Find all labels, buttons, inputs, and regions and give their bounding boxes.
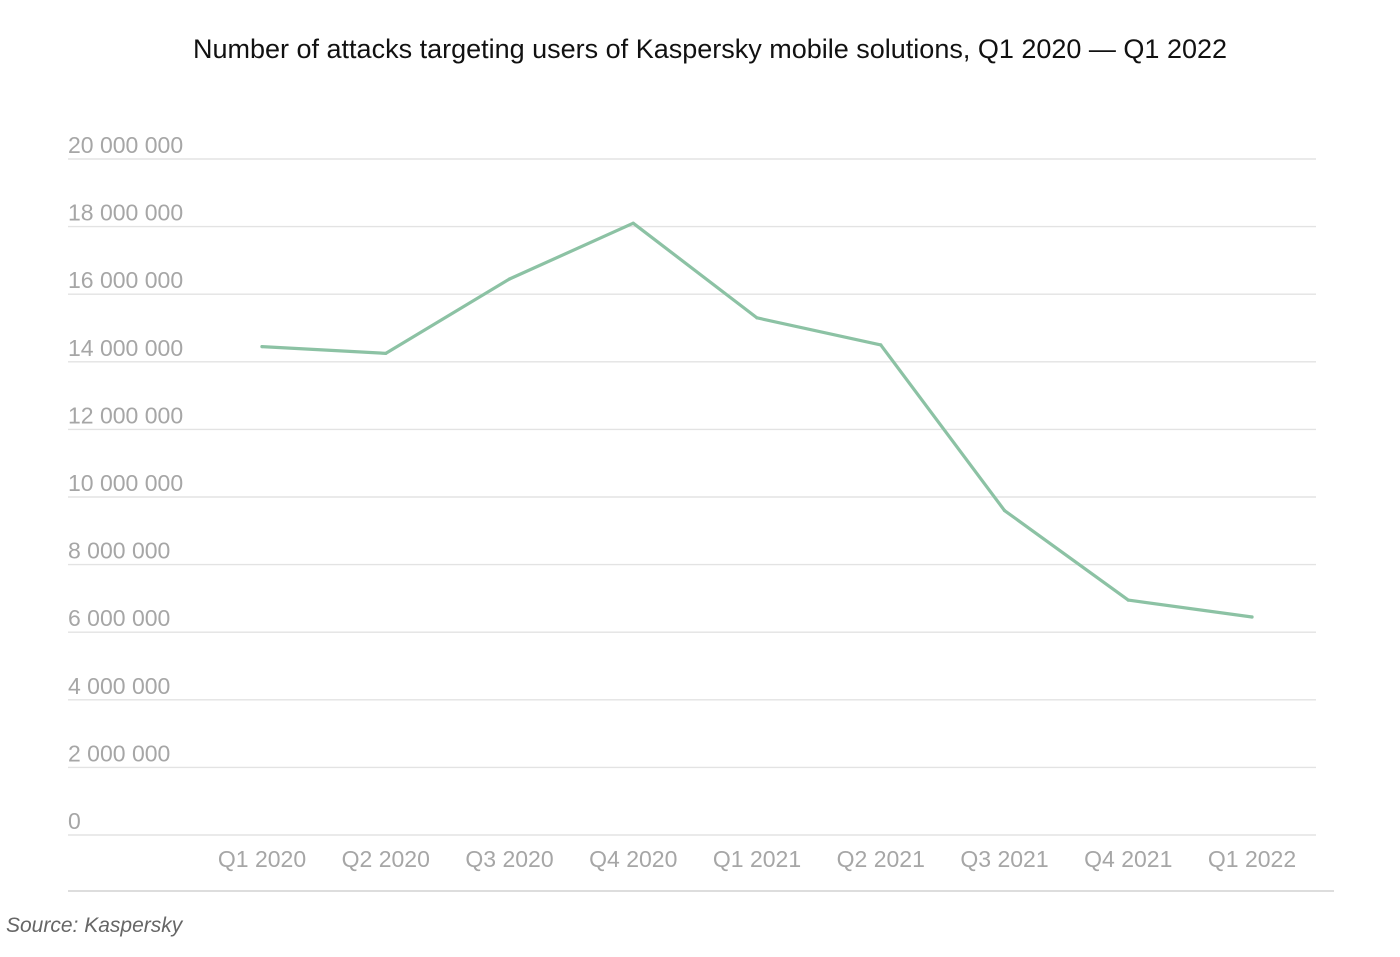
x-tick-label-7: Q4 2021 [1084, 846, 1172, 872]
y-tick-label-0: 0 [68, 808, 81, 834]
x-tick-label-8: Q1 2022 [1208, 846, 1296, 872]
data-point-0-2 [507, 277, 512, 281]
data-point-0-5 [879, 343, 883, 347]
y-tick-label-2: 4 000 000 [68, 673, 170, 699]
y-tick-label-4: 8 000 000 [68, 538, 170, 564]
data-point-0-3 [631, 221, 635, 225]
x-tick-label-0: Q1 2020 [218, 846, 306, 872]
source-note: Source: Kaspersky [6, 914, 184, 937]
series-line-0 [260, 221, 1254, 619]
series-group [260, 221, 1254, 619]
x-tick-label-2: Q3 2020 [465, 846, 553, 872]
data-point-0-0 [260, 344, 264, 349]
data-point-0-8 [1250, 615, 1254, 619]
data-point-0-7 [1126, 598, 1130, 602]
x-tick-label-4: Q1 2021 [713, 846, 801, 872]
chart-title: Number of attacks targeting users of Kas… [193, 34, 1227, 64]
data-point-0-1 [384, 351, 388, 355]
y-tick-label-3: 6 000 000 [68, 605, 170, 631]
data-point-0-6 [1002, 508, 1007, 513]
y-tick-label-7: 14 000 000 [68, 335, 183, 361]
y-tick-label-8: 16 000 000 [68, 267, 183, 293]
y-tick-label-9: 18 000 000 [68, 200, 183, 226]
x-tick-label-1: Q2 2020 [342, 846, 430, 872]
x-tick-label-3: Q4 2020 [589, 846, 677, 872]
y-axis-tick-labels: 0 2 000 000 4 000 000 6 000 000 8 000 000 10 … [68, 132, 183, 834]
y-tick-label-6: 12 000 000 [68, 402, 183, 428]
y-tick-label-1: 2 000 000 [68, 740, 170, 766]
x-tick-label-5: Q2 2021 [837, 846, 925, 872]
x-axis-tick-labels: Q1 2020 Q2 2020 Q3 2020 Q4 2020 Q1 2021 Q2 20… [218, 846, 1296, 872]
data-point-0-4 [755, 316, 759, 320]
y-tick-label-5: 10 000 000 [68, 470, 183, 496]
x-tick-label-6: Q3 2021 [960, 846, 1048, 872]
gridlines [68, 158, 1316, 836]
y-tick-label-10: 20 000 000 [68, 132, 183, 158]
